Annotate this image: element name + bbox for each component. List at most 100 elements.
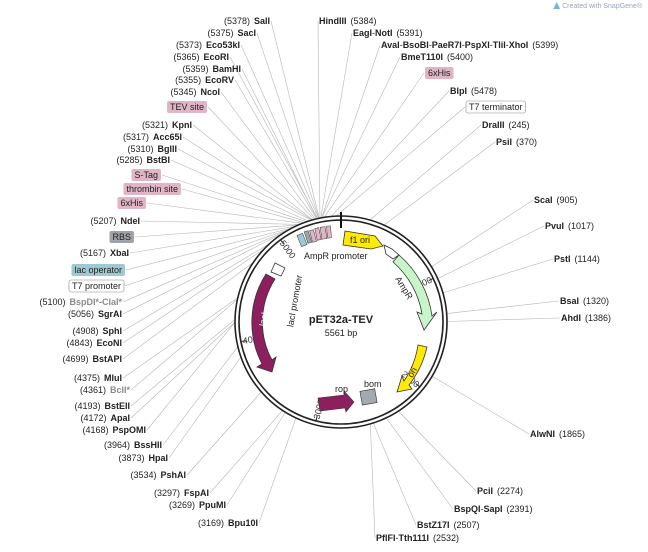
enzyme-name: BstZ17I xyxy=(417,520,450,530)
leader-line xyxy=(398,410,477,492)
enzyme-separator: - xyxy=(99,297,102,307)
leader-line xyxy=(134,224,299,238)
enzyme-name: Eco53kI xyxy=(206,40,240,50)
rbs-mark xyxy=(303,230,313,244)
feature-tag-box xyxy=(68,279,125,293)
feature-tag-box xyxy=(117,197,146,209)
enzyme-name: PpuMI xyxy=(199,500,226,510)
site-position: (5345) xyxy=(170,87,196,97)
feature-tag-label: lac operator xyxy=(74,265,122,275)
enzyme-separator: - xyxy=(506,40,509,50)
feature-tag-box xyxy=(425,67,454,79)
enzyme-name: PstI xyxy=(554,254,571,264)
enzyme-name: Bpu10I xyxy=(228,518,258,528)
rop-feature xyxy=(317,390,355,413)
leader-line xyxy=(256,32,320,219)
leader-line xyxy=(431,199,534,268)
site-position: (4361) xyxy=(80,385,106,395)
site-position: (5167) xyxy=(80,248,106,258)
enzyme-separator: - xyxy=(481,504,484,514)
enzyme-name: EcoRI xyxy=(203,52,229,62)
feature-tag-box xyxy=(109,231,134,243)
leader-line xyxy=(369,124,482,221)
leader-line xyxy=(226,412,286,506)
leader-line xyxy=(220,91,316,220)
enzyme-name: MluI xyxy=(104,373,122,383)
leader-line xyxy=(192,124,313,221)
laci-label: lacI xyxy=(257,311,269,327)
ruler-tick-label: 5000 xyxy=(278,238,298,260)
feature-tag-label: thrombin site xyxy=(126,184,178,194)
leader-line xyxy=(234,79,317,220)
leader-line xyxy=(125,227,293,271)
enzyme-name: SphI xyxy=(103,326,123,336)
leader-line xyxy=(258,417,297,524)
site-position: (5375) xyxy=(207,28,233,38)
leader-line xyxy=(370,423,376,539)
snapgene-logo-icon xyxy=(553,2,561,9)
site-position: (5207) xyxy=(90,216,116,226)
site-position: (2507) xyxy=(454,520,480,530)
site-position: (5285) xyxy=(116,155,142,165)
site-position: (5378) xyxy=(224,16,250,26)
enzyme-name: PaeR7I xyxy=(432,40,462,50)
leader-line xyxy=(229,56,318,219)
feature-tag-label: T7 terminator xyxy=(469,102,523,112)
site-position: (3534) xyxy=(130,470,156,480)
leader-line xyxy=(446,317,561,322)
leader-line xyxy=(177,148,312,221)
leader-line xyxy=(162,346,239,446)
leader-line xyxy=(181,188,305,223)
leader-line xyxy=(320,32,353,218)
site-position: (2532) xyxy=(433,533,459,543)
site-position: (3169) xyxy=(198,518,224,528)
enzyme-name: KpnI xyxy=(172,120,192,130)
enzyme-name: HpaI xyxy=(148,453,168,463)
enzyme-name: DraIII xyxy=(482,120,505,130)
enzyme-name: BsaI xyxy=(560,296,579,306)
thrombin-site-mark xyxy=(314,227,322,241)
leader-line xyxy=(124,228,291,287)
leader-line xyxy=(317,20,321,219)
site-position: (5100) xyxy=(39,297,65,307)
f1-ori-feature xyxy=(342,230,384,250)
plasmid-name: pET32a-TEV xyxy=(309,314,374,326)
feature-tag-box xyxy=(123,183,181,195)
laci-feature xyxy=(251,273,277,373)
leader-line xyxy=(442,258,554,294)
leader-line xyxy=(207,106,315,220)
enzyme-name: XbaI xyxy=(110,248,129,258)
ampr-promoter-label: AmpR promoter xyxy=(304,251,368,261)
leader-line xyxy=(437,225,545,279)
site-position: (5310) xyxy=(127,144,153,154)
site-position: (2274) xyxy=(497,486,523,496)
leader-line xyxy=(130,299,238,391)
enzyme-name: PspXI xyxy=(465,40,490,50)
site-position: (3297) xyxy=(154,488,180,498)
enzyme-name: BamHI xyxy=(212,64,241,74)
enzyme-name: AlwNI xyxy=(530,429,555,439)
enzyme-name: BmeT110I xyxy=(401,52,443,62)
site-position: (5365) xyxy=(173,52,199,62)
site-position: (1144) xyxy=(575,254,600,264)
feature-tag-label: 6xHis xyxy=(120,198,143,208)
leader-line xyxy=(270,20,320,219)
enzyme-name: AvaI xyxy=(381,40,400,50)
snapgene-badge-text: Created with SnapGene® xyxy=(562,3,642,10)
site-position: (3873) xyxy=(118,453,144,463)
leader-line xyxy=(146,202,303,224)
enzyme-name: ApaI xyxy=(110,413,130,423)
enzyme-name: NcoI xyxy=(200,87,220,97)
site-position: (5355) xyxy=(175,75,201,85)
enzyme-name: AhdI xyxy=(561,313,581,323)
leader-line xyxy=(335,106,466,217)
leader-line xyxy=(209,410,283,494)
site-position: (4168) xyxy=(82,425,108,435)
leader-line xyxy=(383,141,496,226)
leader-line xyxy=(122,297,238,379)
feature-tag-label: TEV site xyxy=(170,102,204,112)
rop-label: rop xyxy=(335,384,348,394)
enzyme-name: Acc65I xyxy=(153,132,182,142)
feature-tag-label: RBS xyxy=(112,232,131,242)
leader-line xyxy=(122,232,284,315)
